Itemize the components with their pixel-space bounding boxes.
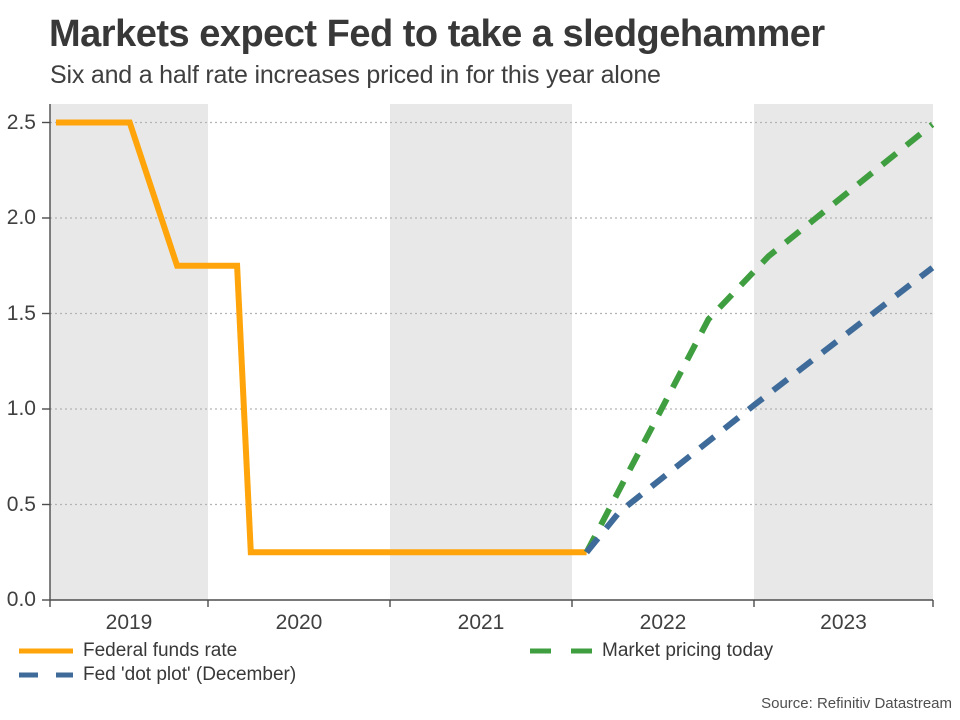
y-tick-label: 1.5	[6, 301, 36, 325]
legend-item-federal-funds-rate: Federal funds rate	[19, 640, 238, 661]
x-tick-label: 2020	[275, 611, 323, 634]
year-shading-band	[50, 104, 208, 600]
legend-label: Federal funds rate	[83, 640, 238, 661]
x-tick-label: 2022	[639, 611, 687, 634]
y-tick-label: 0.0	[6, 588, 36, 611]
legend-label: Fed 'dot plot' (December)	[83, 664, 297, 685]
dashed-line-sample-icon	[530, 648, 592, 654]
legend-label: Market pricing today	[602, 640, 774, 661]
y-tick-label: 2.0	[6, 206, 36, 229]
chart-title: Markets expect Fed to take a sledgehamme…	[49, 13, 825, 55]
y-tick-label: 1.0	[6, 397, 36, 420]
y-tick-label: 2.5	[6, 110, 36, 134]
dashed-line-sample-icon	[19, 672, 73, 678]
series-line-federal-funds-rate	[56, 119, 587, 556]
year-shading-band	[754, 104, 933, 600]
legend-item-fed-dot-plot: Fed 'dot plot' (December)	[19, 664, 297, 685]
x-tick-label: 2019	[105, 611, 153, 634]
x-tick-label: 2021	[457, 611, 505, 634]
source-note: Source: Refinitiv Datastream	[761, 695, 952, 712]
legend-item-market-pricing-today: Market pricing today	[530, 640, 774, 661]
series-line-market-pricing-today	[583, 122, 935, 554]
series-line-fed-dot-plot-december-	[584, 265, 935, 555]
year-shading-band	[390, 104, 572, 600]
solid-line-sample-icon	[19, 648, 73, 654]
chart-subtitle: Six and a half rate increases priced in …	[50, 61, 661, 89]
x-tick-label: 2023	[820, 611, 867, 634]
y-tick-label: 0.5	[6, 492, 36, 516]
